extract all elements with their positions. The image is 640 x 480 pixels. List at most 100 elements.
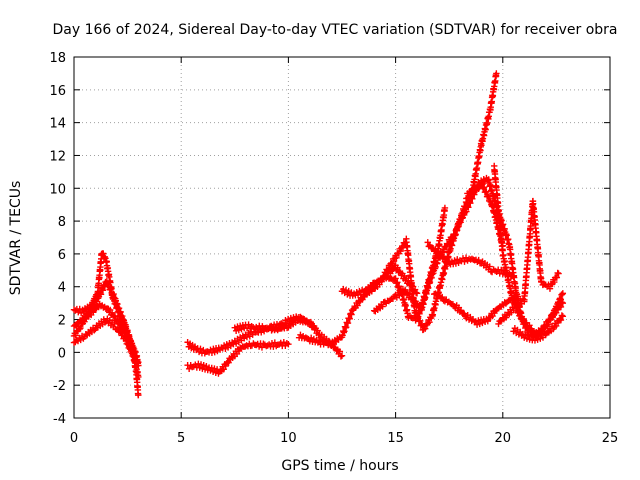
data-point — [101, 319, 109, 326]
y-tick-label: 8 — [58, 215, 66, 230]
data-point — [379, 276, 386, 283]
data-point — [122, 330, 130, 338]
data-point — [111, 312, 119, 320]
series-sat-m — [430, 290, 522, 328]
y-tick-label: 10 — [49, 182, 66, 197]
data-point — [195, 348, 203, 356]
y-tick-label: 0 — [58, 346, 66, 361]
data-point — [114, 315, 121, 323]
data-point — [135, 373, 142, 381]
data-point — [483, 188, 490, 196]
data-point — [480, 184, 487, 192]
series-sat-q — [510, 312, 567, 344]
data-point — [76, 325, 83, 333]
data-point — [421, 325, 429, 332]
data-point — [245, 329, 252, 337]
data-point — [555, 270, 562, 277]
x-tick-label: 15 — [387, 431, 404, 446]
data-point — [439, 293, 446, 301]
data-point — [526, 322, 533, 329]
data-point — [455, 223, 462, 230]
data-point — [481, 183, 488, 191]
data-point — [484, 317, 491, 325]
data-point — [257, 326, 265, 333]
data-point — [336, 348, 344, 355]
x-tick-label: 20 — [495, 431, 512, 446]
data-point — [472, 184, 480, 191]
data-point — [510, 307, 517, 314]
data-point — [75, 308, 82, 316]
data-point — [100, 250, 107, 257]
data-point — [114, 323, 122, 331]
data-point — [382, 271, 389, 278]
data-point — [280, 338, 288, 346]
x-tick-label: 5 — [177, 431, 185, 446]
data-point — [307, 318, 315, 326]
data-point — [368, 283, 375, 290]
x-axis-label: GPS time / hours — [281, 458, 398, 474]
data-point — [102, 255, 109, 262]
data-point — [441, 204, 449, 212]
x-tick-label: 10 — [280, 431, 297, 446]
data-point — [390, 257, 398, 265]
y-axis-label: SDTVAR / TECUs — [8, 181, 24, 296]
series-sat-p — [495, 197, 562, 328]
data-point — [91, 327, 98, 334]
axis-ticks: 0 5 10 15 20 25 -4 -2 0 2 4 6 8 10 12 14 16 18 — [49, 51, 618, 446]
y-tick-label: -2 — [53, 379, 66, 394]
data-point — [386, 264, 394, 272]
data-point — [426, 318, 433, 326]
y-tick-label: 14 — [49, 117, 66, 132]
data-point — [553, 274, 561, 281]
data-point — [314, 327, 321, 334]
data-point — [264, 342, 271, 349]
y-tick-label: 16 — [49, 84, 66, 99]
data-point — [225, 359, 232, 366]
data-point — [243, 333, 251, 341]
data-point — [544, 321, 551, 328]
data-point — [558, 312, 566, 319]
y-tick-label: 4 — [58, 281, 66, 296]
data-points — [70, 70, 567, 399]
y-tick-label: 6 — [58, 248, 66, 263]
x-tick-label: 0 — [70, 431, 78, 446]
y-tick-label: 18 — [49, 51, 66, 66]
data-point — [338, 352, 346, 359]
data-point — [255, 343, 263, 350]
data-point — [520, 315, 527, 323]
y-tick-label: -4 — [53, 412, 66, 427]
data-point — [457, 219, 464, 226]
plot-frame — [73, 56, 611, 419]
data-point — [559, 313, 567, 320]
data-point — [475, 256, 482, 264]
data-point — [559, 290, 567, 297]
data-point — [124, 331, 131, 339]
data-point — [135, 391, 142, 399]
data-point — [379, 303, 386, 310]
data-point — [393, 254, 400, 262]
data-point — [397, 247, 404, 255]
data-point — [547, 316, 554, 324]
data-point — [557, 316, 565, 324]
data-point — [126, 335, 133, 343]
series-sat-f — [184, 338, 292, 377]
y-tick-label: 2 — [58, 314, 66, 329]
data-point — [354, 302, 361, 309]
data-point — [118, 322, 126, 330]
x-tick-label: 25 — [602, 431, 619, 446]
data-point — [285, 340, 292, 348]
data-point — [551, 278, 558, 286]
grid — [74, 57, 610, 418]
data-point — [399, 244, 407, 251]
data-point — [493, 70, 500, 77]
data-point — [77, 324, 84, 332]
series-sat-d — [70, 300, 142, 366]
series-sat-c — [70, 315, 142, 381]
data-point — [128, 340, 136, 347]
data-point — [461, 258, 468, 265]
chart-title: Day 166 of 2024, Sidereal Day-to-day VTE… — [52, 22, 617, 38]
data-point — [337, 353, 345, 360]
data-point — [546, 285, 554, 292]
data-point — [461, 209, 469, 216]
